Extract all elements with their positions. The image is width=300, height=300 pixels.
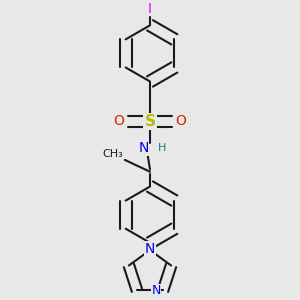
Text: S: S [145,114,155,129]
Text: N: N [138,141,148,155]
Text: CH₃: CH₃ [103,149,123,159]
Text: O: O [113,115,124,128]
Text: I: I [148,2,152,16]
Text: N: N [145,242,155,256]
Text: N: N [151,284,161,297]
Text: O: O [176,115,187,128]
Text: H: H [158,143,166,153]
